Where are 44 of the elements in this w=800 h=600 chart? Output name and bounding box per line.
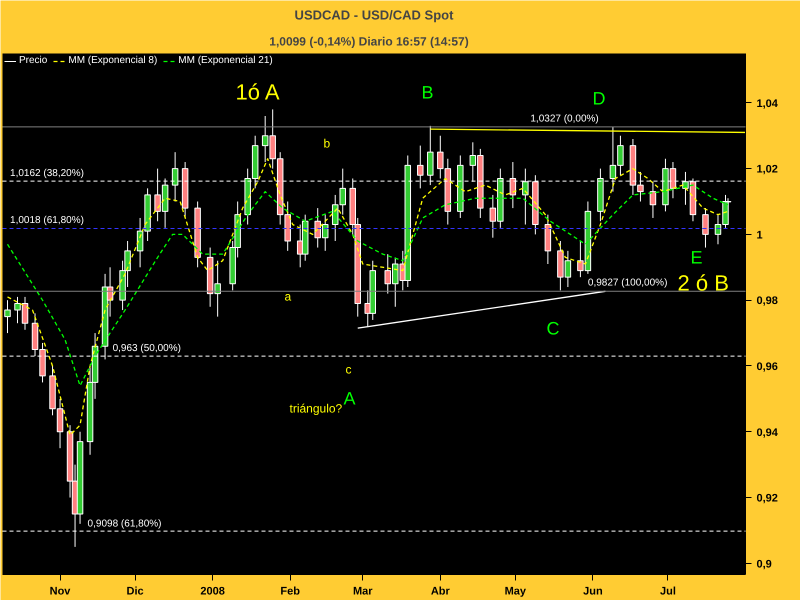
candlestick — [4, 300, 11, 334]
y-tick-label: 1,02 — [756, 164, 778, 176]
legend-label: Precio — [19, 55, 48, 66]
annotation: 1,0327 (0,00%) — [530, 114, 599, 125]
annotation: E — [690, 248, 703, 268]
y-tick-label: 0,9 — [756, 558, 772, 570]
y-tick-label: 1 — [756, 229, 763, 242]
y-tick-label: 1,04 — [756, 98, 779, 110]
annotation: D — [592, 88, 606, 108]
annotation: 1,0162 (38,20%) — [10, 168, 84, 180]
annotation: 1,0018 (61,80%) — [10, 215, 84, 226]
chart-title: USDCAD - USD/CAD Spot — [294, 8, 454, 22]
x-tick-label: Nov — [50, 586, 72, 598]
line-series — [6, 184, 729, 386]
candlestick — [650, 181, 656, 218]
annotation: 1ó A — [236, 80, 280, 104]
annotation: A — [344, 388, 356, 408]
x-tick-label: Abr — [430, 586, 450, 598]
annotation: 0,963 (50,00%) — [112, 343, 181, 354]
line-series — [6, 158, 729, 436]
annotation: 2 ó B — [678, 270, 729, 296]
x-tick-label: Mar — [352, 586, 374, 598]
annotation: triángulo? — [290, 402, 343, 416]
annotation: 0,9827 (100,00%) — [588, 277, 668, 288]
annotation: a — [284, 290, 292, 304]
legend-label: MM (Exponencial 21) — [178, 55, 273, 66]
y-tick-label: 0,92 — [756, 492, 778, 505]
y-tick-label: 0,98 — [756, 295, 778, 308]
annotation: b — [324, 136, 330, 150]
x-tick-label: 2008 — [200, 586, 225, 598]
x-tick-label: Feb — [280, 586, 300, 598]
y-tick-label: 0,96 — [756, 360, 778, 373]
chart-subtitle: 1,0099 (-0,14%) Diario 16:57 (14:57) — [269, 34, 469, 48]
x-tick-label: Jul — [660, 586, 676, 598]
x-tick-label: May — [504, 586, 527, 598]
y-tick-label: 0,94 — [756, 426, 779, 439]
annotation: B — [422, 82, 434, 102]
annotation: 0,9098 (61,80%) — [88, 518, 162, 530]
annotation: c — [346, 362, 352, 376]
x-tick-label: Jun — [583, 586, 603, 598]
x-tick-label: Dic — [126, 586, 144, 598]
candlestick — [702, 208, 709, 248]
annotation: C — [546, 318, 560, 338]
legend-label: MM (Exponencial 8) — [68, 55, 158, 66]
